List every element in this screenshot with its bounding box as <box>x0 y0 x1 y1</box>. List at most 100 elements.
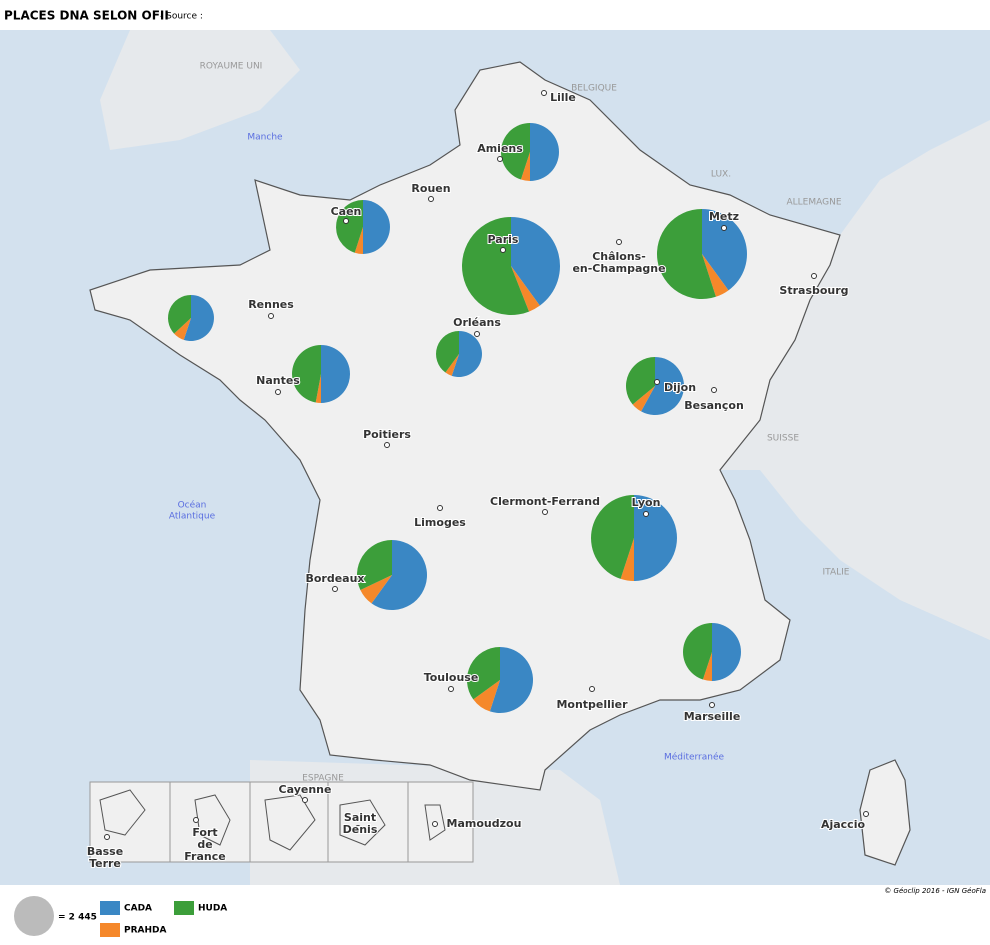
city-label: Besançon <box>684 399 744 412</box>
city-label: Fort <box>192 826 217 839</box>
pie-slice <box>461 216 530 316</box>
pie-slice <box>712 623 741 681</box>
country-label: BELGIQUE <box>571 84 617 94</box>
pie-slice <box>620 538 634 581</box>
country-label: ALLEMAGNE <box>786 198 841 208</box>
city-label: Mamoudzou <box>447 817 522 830</box>
city-label: en-Champagne <box>572 262 665 275</box>
city-dot <box>104 834 110 840</box>
pie-slice <box>315 374 321 403</box>
city-dot <box>355 825 361 831</box>
city-dot <box>193 817 199 823</box>
city-label: Limoges <box>414 516 466 529</box>
pie-slice <box>168 295 191 334</box>
legend-swatch <box>100 901 120 915</box>
pie-slice <box>174 318 191 340</box>
pie-slice <box>511 266 540 312</box>
city-dot <box>428 196 434 202</box>
pie-slice <box>626 357 655 405</box>
city-dot <box>432 821 438 827</box>
pie-slice <box>683 623 712 680</box>
city-label: Nantes <box>256 374 300 387</box>
city-dot <box>500 247 506 253</box>
pie-slice <box>489 646 534 714</box>
city-label: Metz <box>709 210 739 223</box>
city-dot <box>332 586 338 592</box>
city-dot <box>384 442 390 448</box>
pie-slice <box>445 354 459 376</box>
city-label: Basse <box>87 845 123 858</box>
corsica-outline <box>859 759 911 866</box>
legend-size-circle <box>14 896 54 936</box>
city-dot <box>643 511 649 517</box>
city-label: Dijon <box>664 381 696 394</box>
city-label: Orléans <box>453 316 501 329</box>
country-label: LUX. <box>711 170 731 180</box>
city-label: Rennes <box>248 298 294 311</box>
city-dot <box>721 225 727 231</box>
legend-swatch <box>100 923 120 937</box>
city-dot <box>863 811 869 817</box>
city-label: Lyon <box>632 496 661 509</box>
pie-slice <box>591 495 634 579</box>
pie-slice <box>702 254 729 297</box>
city-label: Caen <box>331 205 362 218</box>
country-label: ROYAUME UNI <box>200 62 263 72</box>
guadeloupe <box>99 789 146 836</box>
sea-label: Manche <box>247 133 283 143</box>
pie-slice <box>363 200 390 254</box>
pie-slice <box>511 216 561 306</box>
city-label: Montpellier <box>556 698 628 711</box>
city-dot <box>589 686 595 692</box>
neighbour-land <box>0 30 990 640</box>
reunion <box>339 799 386 846</box>
city-dot <box>542 509 548 515</box>
sea-label: Océan <box>178 500 207 511</box>
pie-slice <box>321 345 350 403</box>
pie-slice <box>356 539 392 590</box>
pie-slice <box>436 331 459 373</box>
uk-land <box>100 30 300 150</box>
pie-slice <box>466 646 500 700</box>
pie-slice <box>451 331 482 377</box>
city-label: de <box>197 838 212 851</box>
pie-slice <box>702 652 712 681</box>
city-label: Ajaccio <box>821 818 866 831</box>
city-label: Cayenne <box>279 783 332 796</box>
city-label: Bordeaux <box>305 572 364 585</box>
pie-slice <box>183 295 214 341</box>
source: - Source : <box>160 12 203 22</box>
city-dot <box>616 239 622 245</box>
city-dot <box>711 387 717 393</box>
legend-area <box>0 885 990 945</box>
city-dot <box>497 156 503 162</box>
city-dot <box>654 379 660 385</box>
sea-label: Méditerranée <box>664 752 725 763</box>
city-label: Amiens <box>477 142 523 155</box>
city-label: Châlons- <box>592 250 646 263</box>
title: PLACES DNA SELON OFII <box>4 9 169 23</box>
pie-slice <box>473 680 500 712</box>
city-label: Rouen <box>411 182 450 195</box>
city-label: Denis <box>343 823 378 836</box>
pie-slice <box>336 200 363 253</box>
city-label: Marseille <box>684 710 741 723</box>
pie-slice <box>641 357 684 415</box>
pie-slice <box>656 208 716 300</box>
country-label: SUISSE <box>767 434 799 444</box>
city-label: Toulouse <box>424 671 479 684</box>
city-dot <box>448 686 454 692</box>
pie-slice <box>371 539 428 611</box>
pie-slice <box>292 345 321 403</box>
legend-label: CADA <box>124 904 152 914</box>
city-dot <box>811 273 817 279</box>
city-dot <box>268 313 274 319</box>
city-dot <box>275 389 281 395</box>
city-dot <box>474 331 480 337</box>
city-dot <box>709 702 715 708</box>
overseas-shapes <box>99 789 446 851</box>
city-dot <box>302 797 308 803</box>
legend-label: PRAHDA <box>124 926 166 936</box>
city-dot <box>541 90 547 96</box>
